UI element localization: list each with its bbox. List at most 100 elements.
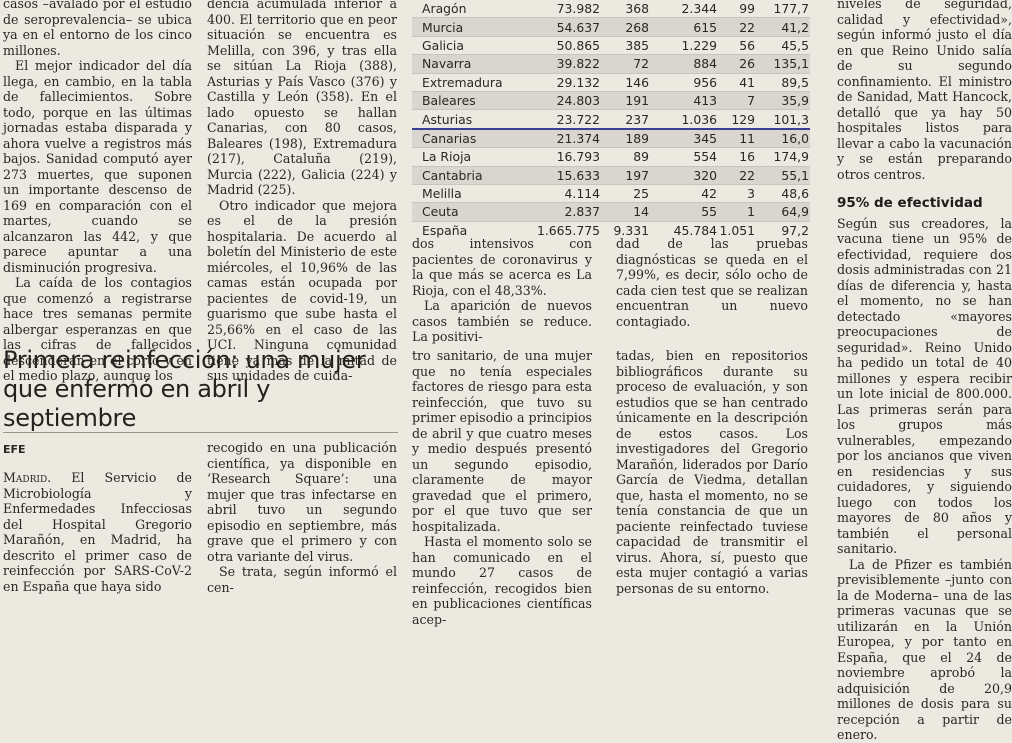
- paragraph: Se trata, según informó el cen-: [207, 564, 397, 595]
- value-cell: 1.051: [719, 222, 755, 238]
- value-cell: 99: [739, 1, 755, 17]
- value-cell: 50.865: [556, 37, 600, 53]
- table-row: Canarias 21.374 189 345 11 16,0: [412, 129, 810, 149]
- table-row: Cantabria 15.633 197 320 22 55,1: [412, 166, 810, 185]
- table-row: Asturias 23.722 237 1.036 129 101,3: [412, 110, 810, 130]
- value-cell: 25: [633, 186, 649, 202]
- region-cell: Navarra: [422, 56, 472, 72]
- story-column-2: recogido en una publicación científica, …: [207, 440, 397, 595]
- article-column-5: niveles de seguridad, calidad y efectivi…: [837, 0, 1012, 743]
- value-cell: 55: [701, 204, 717, 220]
- value-cell: 22: [739, 167, 755, 183]
- value-cell: 3: [747, 186, 755, 202]
- paragraph: tro sanitario, de una mujer que no tenía…: [412, 348, 592, 534]
- paragraph: recogido en una publicación científica, …: [207, 440, 397, 564]
- region-cell: Asturias: [422, 111, 473, 127]
- value-cell: 89,5: [781, 74, 809, 90]
- value-cell: 16: [739, 149, 755, 165]
- value-cell: 615: [693, 19, 717, 35]
- table-row: Aragón 73.982 368 2.344 99 177,7: [412, 0, 810, 19]
- region-cell: Cantabria: [422, 167, 483, 183]
- article-column-4: dad de las pruebas diagnósticas se queda…: [616, 236, 808, 329]
- value-cell: 16.793: [556, 149, 600, 165]
- paragraph: niveles de seguridad, calidad y efectivi…: [837, 0, 1012, 182]
- value-cell: 26: [739, 56, 755, 72]
- byline: EFE: [3, 443, 26, 456]
- story-column-1: Madrid. El Servicio de Microbiología y E…: [3, 470, 192, 594]
- value-cell: 41: [739, 74, 755, 90]
- value-cell: 14: [633, 204, 649, 220]
- table-total-row: España 1.665.775 9.331 45.784 1.051 97,2: [412, 221, 810, 240]
- table-row: Galicia 50.865 385 1.229 56 45,5: [412, 37, 810, 56]
- table-row: La Rioja 16.793 89 554 16 174,9: [412, 148, 810, 167]
- article-column-2: dencia acumulada inferior a 400. El terr…: [207, 0, 397, 384]
- value-cell: 55,1: [781, 167, 809, 183]
- value-cell: 135,1: [773, 56, 809, 72]
- value-cell: 24.803: [556, 93, 600, 109]
- paragraph: casos –avalado por el estudio de seropre…: [3, 0, 192, 58]
- value-cell: 41,2: [781, 19, 809, 35]
- article-column-1: casos –avalado por el estudio de seropre…: [3, 0, 192, 384]
- value-cell: 56: [739, 37, 755, 53]
- value-cell: 72: [633, 56, 649, 72]
- paragraph: dad de las pruebas diagnósticas se queda…: [616, 236, 808, 329]
- value-cell: 320: [693, 167, 717, 183]
- article-headline: Primera reinfección: una mujer que enfer…: [3, 346, 366, 432]
- value-cell: 48,6: [781, 186, 809, 202]
- region-cell: Aragón: [422, 1, 467, 17]
- value-cell: 368: [625, 1, 649, 17]
- paragraph: tadas, bien en repositorios bibliográfic…: [616, 348, 808, 596]
- paragraph: La de Pfizer es también previsiblemente …: [837, 556, 1012, 743]
- region-cell: Extremadura: [422, 74, 503, 90]
- value-cell: 554: [693, 149, 717, 165]
- dateline: Madrid.: [3, 470, 52, 485]
- table-row: Murcia 54.637 268 615 22 41,2: [412, 18, 810, 37]
- region-cell: Ceuta: [422, 204, 459, 220]
- paragraph: Hasta el momento solo se han comunicado …: [412, 534, 592, 627]
- paragraph: La caída de los contagios que comenzó a …: [3, 275, 192, 383]
- value-cell: 7: [747, 93, 755, 109]
- value-cell: 64,9: [781, 204, 809, 220]
- value-cell: 237: [625, 111, 649, 127]
- value-cell: 268: [625, 19, 649, 35]
- value-cell: 29.132: [556, 74, 600, 90]
- value-cell: 2.344: [681, 1, 717, 17]
- article-column-3: dos intensivos con pacientes de coronavi…: [412, 236, 592, 345]
- value-cell: 35,9: [781, 93, 809, 109]
- region-cell: Baleares: [422, 93, 476, 109]
- value-cell: 54.637: [556, 19, 600, 35]
- paragraph: Según sus creadores, la vacuna tiene un …: [837, 215, 1012, 557]
- value-cell: 11: [739, 130, 755, 146]
- value-cell: 39.822: [556, 56, 600, 72]
- story-column-4: tadas, bien en repositorios bibliográfic…: [616, 348, 808, 596]
- value-cell: 1.229: [681, 37, 717, 53]
- table-row: Baleares 24.803 191 413 7 35,9: [412, 91, 810, 111]
- paragraph: Otro indicador que mejora es el de la pr…: [207, 197, 397, 384]
- story-column-3: tro sanitario, de una mujer que no tenía…: [412, 348, 592, 627]
- paragraph: Madrid. El Servicio de Microbiología y E…: [3, 470, 192, 594]
- value-cell: 345: [693, 130, 717, 146]
- value-cell: 97,2: [781, 222, 809, 238]
- value-cell: 189: [625, 130, 649, 146]
- value-cell: 956: [693, 74, 717, 90]
- subheading: 95% de efectividad: [837, 195, 983, 211]
- value-cell: 9.331: [613, 222, 649, 238]
- table-row: Navarra 39.822 72 884 26 135,1: [412, 55, 810, 74]
- value-cell: 146: [625, 74, 649, 90]
- table-row: Ceuta 2.837 14 55 1 64,9: [412, 203, 810, 222]
- value-cell: 101,3: [773, 111, 809, 127]
- value-cell: 413: [693, 93, 717, 109]
- paragraph-text: El Servicio de Microbiología y Enfermeda…: [3, 470, 192, 594]
- value-cell: 15.633: [556, 167, 600, 183]
- value-cell: 45,5: [781, 37, 809, 53]
- value-cell: 1: [747, 204, 755, 220]
- value-cell: 2.837: [564, 204, 600, 220]
- region-cell: La Rioja: [422, 149, 472, 165]
- value-cell: 4.114: [564, 186, 600, 202]
- value-cell: 197: [625, 167, 649, 183]
- value-cell: 22: [739, 19, 755, 35]
- paragraph: dos intensivos con pacientes de coronavi…: [412, 236, 592, 298]
- paragraph: La aparición de nuevos casos también se …: [412, 298, 592, 344]
- value-cell: 1.665.775: [536, 222, 600, 238]
- covid-stats-table: Aragón 73.982 368 2.344 99 177,7 Murcia 54.637 2…: [412, 0, 810, 240]
